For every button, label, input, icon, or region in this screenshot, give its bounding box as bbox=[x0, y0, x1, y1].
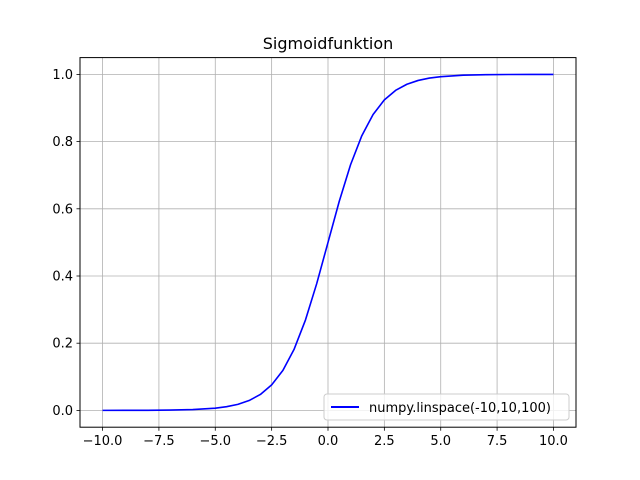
x-tick-label: 5.0 bbox=[430, 434, 451, 449]
y-tick-label: 0.4 bbox=[52, 270, 73, 285]
y-tick-label: 0.0 bbox=[52, 404, 73, 419]
legend-box bbox=[323, 393, 570, 421]
legend: numpy.linspace(-10,10,100) bbox=[323, 393, 570, 421]
x-tick-label: −7.5 bbox=[143, 434, 175, 449]
x-tick-label: −10.0 bbox=[83, 434, 123, 449]
x-tick-label: 7.5 bbox=[487, 434, 508, 449]
y-tick-label: 0.2 bbox=[52, 337, 73, 352]
x-tick-label: −5.0 bbox=[199, 434, 231, 449]
y-tick-label: 0.8 bbox=[52, 135, 73, 150]
series-layer bbox=[102, 73, 554, 412]
x-tick-label: 2.5 bbox=[374, 434, 395, 449]
y-tick-label: 0.6 bbox=[52, 202, 73, 217]
x-tick-label: −2.5 bbox=[256, 434, 288, 449]
y-tick-label: 1.0 bbox=[52, 68, 73, 83]
x-tick-label: 10.0 bbox=[539, 434, 568, 449]
series-line bbox=[102, 73, 554, 412]
chart-title: Sigmoidfunktion bbox=[263, 34, 394, 53]
x-tick-label: 0.0 bbox=[318, 434, 339, 449]
tick-layer: −10.0 −7.5 −5.0 −2.5 0.0 2.5 5.0 7.5 10.0 0.0 0.2 0… bbox=[52, 68, 568, 449]
legend-label: numpy.linspace(-10,10,100) bbox=[369, 401, 551, 416]
